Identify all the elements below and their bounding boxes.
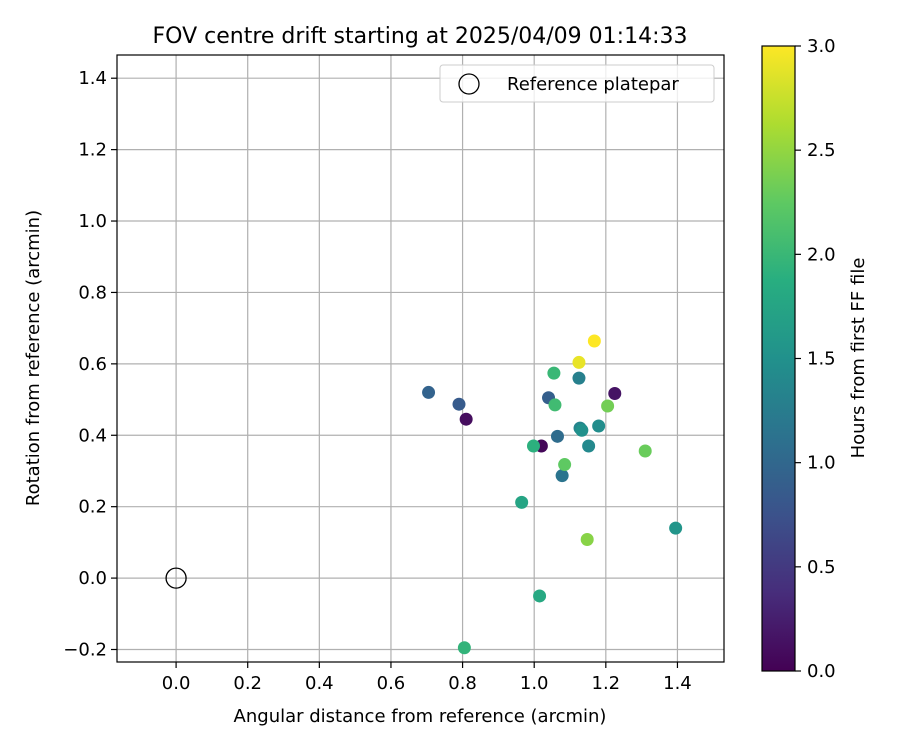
colorbar-ticks: 0.0 0.5 1.0 1.5 2.0 2.5 3.0 — [795, 36, 836, 682]
colorbar-tick-label: 1.5 — [807, 349, 836, 370]
plot-frame — [116, 54, 725, 663]
colorbar-tick-label: 1.0 — [807, 453, 836, 474]
x-axis-label: Angular distance from reference (arcmin) — [234, 706, 607, 727]
x-tick-label: 1.2 — [592, 673, 621, 694]
data-point — [457, 641, 471, 655]
data-point — [575, 423, 589, 437]
plot-area: 0.0 0.2 0.4 0.6 0.8 1.0 1.2 1.4 −0.20.00.20.40.… — [63, 54, 725, 694]
y-tick-label: 0.2 — [78, 497, 107, 518]
y-tick-label: −0.2 — [63, 640, 107, 661]
y-tick-label: 0.6 — [78, 354, 107, 375]
y-axis-ticks: −0.2 0.0 0.2 0.4 0.6 0.8 1.0 1.2 1.4 — [63, 68, 117, 661]
data-point — [459, 412, 473, 426]
legend-box — [439, 64, 715, 103]
colorbar-tick-label: 2.5 — [807, 140, 836, 161]
data-point — [547, 366, 561, 380]
x-tick-label: 0.6 — [377, 673, 406, 694]
colorbar-tick-label: 3.0 — [807, 36, 836, 57]
x-tick-label: 0.8 — [448, 673, 477, 694]
x-tick-label: 1.4 — [663, 673, 692, 694]
y-tick-label: 1.2 — [78, 140, 107, 161]
grid-lines — [117, 55, 724, 662]
data-point — [515, 495, 529, 509]
data-point — [572, 371, 586, 385]
colorbar-tick-label: 0.0 — [807, 661, 836, 682]
chart-title: FOV centre drift starting at 2025/04/09 … — [153, 24, 688, 49]
data-point — [572, 355, 586, 369]
colorbar: 0.0 0.5 1.0 1.5 2.0 2.5 3.0 Hours from first F… — [761, 36, 869, 682]
data-point — [558, 458, 572, 472]
y-tick-label: 0.8 — [78, 282, 107, 303]
x-tick-label: 0.2 — [233, 673, 262, 694]
data-point — [580, 533, 594, 547]
x-tick-label: 0.4 — [305, 673, 334, 694]
colorbar-label: Hours from first FF file — [848, 258, 869, 459]
colorbar-tick-label: 2.0 — [807, 244, 836, 265]
x-tick-label: 1.0 — [520, 673, 549, 694]
colorbar-tick-label: 0.5 — [807, 557, 836, 578]
data-points — [165, 334, 683, 655]
x-tick-label: 0.0 — [162, 673, 191, 694]
data-point — [422, 385, 436, 399]
legend-marker-open-circle — [458, 73, 480, 95]
data-point — [555, 469, 569, 483]
colorbar-gradient — [762, 46, 795, 671]
y-tick-label: 1.4 — [78, 68, 107, 89]
data-point — [533, 589, 547, 603]
data-point — [587, 334, 601, 348]
x-axis-ticks: 0.0 0.2 0.4 0.6 0.8 1.0 1.2 1.4 — [162, 662, 692, 694]
data-point — [669, 521, 683, 535]
y-tick-label: 1.0 — [78, 211, 107, 232]
data-point — [548, 398, 562, 412]
legend-label-reference-platepar: Reference platepar — [507, 74, 679, 95]
data-point — [592, 419, 606, 433]
y-axis-label: Rotation from reference (arcmin) — [23, 210, 44, 506]
data-point — [526, 439, 540, 453]
data-point — [452, 397, 466, 411]
legend: Reference platepar — [439, 64, 715, 103]
y-tick-label: 0.0 — [78, 568, 107, 589]
data-point — [638, 444, 652, 458]
y-tick-label: 0.4 — [78, 425, 107, 446]
reference-platepar-marker — [165, 567, 187, 589]
data-point — [550, 429, 564, 443]
data-point — [608, 386, 622, 400]
plot-background — [117, 55, 724, 662]
data-point — [601, 399, 615, 413]
data-point — [582, 439, 596, 453]
